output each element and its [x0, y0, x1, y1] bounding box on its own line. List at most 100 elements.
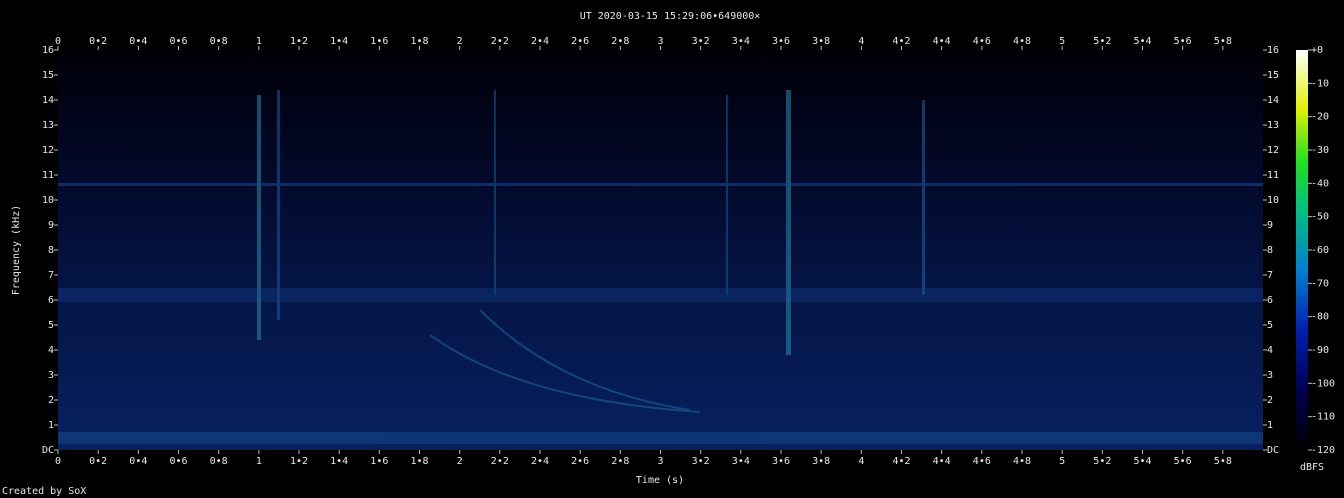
y-tick-label: 4 [1267, 345, 1273, 356]
x-tick-label: 2•6 [571, 456, 589, 467]
x-axis-label: Time (s) [636, 475, 684, 486]
colorbar-tick-label: -40 [1311, 178, 1329, 189]
x-tick-label: 1 [256, 456, 262, 467]
x-tick-label: 2•6 [571, 36, 589, 47]
footer: Created by SoX [2, 486, 86, 497]
colorbar-tick-label: -90 [1311, 345, 1329, 356]
x-tick-label: 2•8 [611, 36, 629, 47]
x-tick-label: 3•6 [772, 456, 790, 467]
x-tick-label: 1•4 [330, 36, 348, 47]
y-tick-label: 6 [1267, 295, 1273, 306]
colorbar-tick-label: -80 [1311, 312, 1329, 323]
x-tick-label: 2•4 [531, 456, 549, 467]
y-tick-label: 5 [1267, 320, 1273, 331]
y-tick-label: 2 [48, 395, 54, 406]
x-tick-label: 1•4 [330, 456, 348, 467]
x-tick-label: 1•2 [290, 36, 308, 47]
x-tick-label: 3 [657, 456, 663, 467]
x-tick-label: 5•6 [1174, 36, 1192, 47]
colorbar-tick-label: -20 [1311, 112, 1329, 123]
x-tick-label: 1•6 [370, 36, 388, 47]
y-tick-label: 3 [48, 370, 54, 381]
x-tick-label: 1 [256, 36, 262, 47]
x-tick-label: 3•2 [692, 36, 710, 47]
x-tick-label: 5•4 [1133, 36, 1151, 47]
y-tick-label: 1 [48, 420, 54, 431]
colorbar-tick-label: -30 [1311, 145, 1329, 156]
x-tick-label: 4•6 [973, 456, 991, 467]
y-tick-label: 11 [1267, 170, 1279, 181]
y-tick-label: DC [42, 445, 54, 456]
x-tick-label: 5 [1059, 456, 1065, 467]
y-axis-label: Frequency (kHz) [11, 205, 22, 295]
x-tick-label: 5•2 [1093, 36, 1111, 47]
x-tick-label: 0•6 [169, 36, 187, 47]
x-tick-label: 0•2 [89, 456, 107, 467]
x-tick-label: 1•8 [410, 36, 428, 47]
x-tick-label: 5•8 [1214, 456, 1232, 467]
y-tick-label: 15 [1267, 70, 1279, 81]
y-tick-label: 8 [48, 245, 54, 256]
x-tick-label: 0•8 [210, 456, 228, 467]
x-tick-label: 0•4 [129, 36, 147, 47]
x-tick-label: 4•2 [892, 456, 910, 467]
colorbar [1296, 50, 1308, 450]
colorbar-tick-label: -70 [1311, 278, 1329, 289]
x-tick-label: 4•2 [892, 36, 910, 47]
x-tick-label: 2•4 [531, 36, 549, 47]
x-tick-label: 2 [457, 36, 463, 47]
x-tick-label: 5•2 [1093, 456, 1111, 467]
x-tick-label: 0•6 [169, 456, 187, 467]
x-tick-label: 4•8 [1013, 36, 1031, 47]
y-tick-label: 10 [1267, 195, 1279, 206]
y-tick-label: DC [1267, 445, 1279, 456]
y-tick-label: 2 [1267, 395, 1273, 406]
x-tick-label: 3•8 [812, 36, 830, 47]
spectrogram-area [58, 50, 1263, 450]
y-tick-label: 13 [42, 120, 54, 131]
x-tick-label: 3 [657, 36, 663, 47]
colorbar-tick-label: -120 [1311, 445, 1335, 456]
x-tick-label: 5 [1059, 36, 1065, 47]
x-tick-label: 4 [858, 36, 864, 47]
x-tick-label: 2•2 [491, 36, 509, 47]
y-tick-label: 3 [1267, 370, 1273, 381]
y-tick-label: 16 [42, 45, 54, 56]
y-tick-label: 12 [1267, 145, 1279, 156]
x-tick-label: 1•6 [370, 456, 388, 467]
x-tick-label: 3•6 [772, 36, 790, 47]
y-tick-label: 8 [1267, 245, 1273, 256]
y-tick-label: 9 [48, 220, 54, 231]
y-tick-label: 7 [1267, 270, 1273, 281]
x-tick-label: 2 [457, 456, 463, 467]
x-tick-label: 4•8 [1013, 456, 1031, 467]
x-tick-label: 4•6 [973, 36, 991, 47]
y-tick-label: 10 [42, 195, 54, 206]
x-tick-label: 3•2 [692, 456, 710, 467]
chart-title: UT 2020-03-15 15:29:06•649000× [580, 11, 761, 22]
x-tick-label: 0 [55, 36, 61, 47]
y-tick-label: 14 [1267, 95, 1279, 106]
colorbar-label: dBFS [1300, 462, 1324, 473]
x-tick-label: 5•4 [1133, 456, 1151, 467]
y-tick-label: 13 [1267, 120, 1279, 131]
x-tick-label: 0•8 [210, 36, 228, 47]
x-tick-label: 2•8 [611, 456, 629, 467]
colorbar-tick-label: -110 [1311, 412, 1335, 423]
x-tick-label: 0•4 [129, 456, 147, 467]
spectrogram-texture [58, 90, 1263, 444]
x-tick-label: 3•4 [732, 456, 750, 467]
x-tick-label: 4•4 [933, 456, 951, 467]
y-tick-label: 6 [48, 295, 54, 306]
x-tick-label: 5•6 [1174, 456, 1192, 467]
colorbar-tick-label: -50 [1311, 212, 1329, 223]
colorbar-tick-label: -60 [1311, 245, 1329, 256]
colorbar-tick-label: -100 [1311, 378, 1335, 389]
y-tick-label: 9 [1267, 220, 1273, 231]
x-tick-label: 4•4 [933, 36, 951, 47]
x-tick-label: 3•8 [812, 456, 830, 467]
x-tick-label: 0 [55, 456, 61, 467]
y-tick-label: 7 [48, 270, 54, 281]
y-tick-label: 14 [42, 95, 54, 106]
